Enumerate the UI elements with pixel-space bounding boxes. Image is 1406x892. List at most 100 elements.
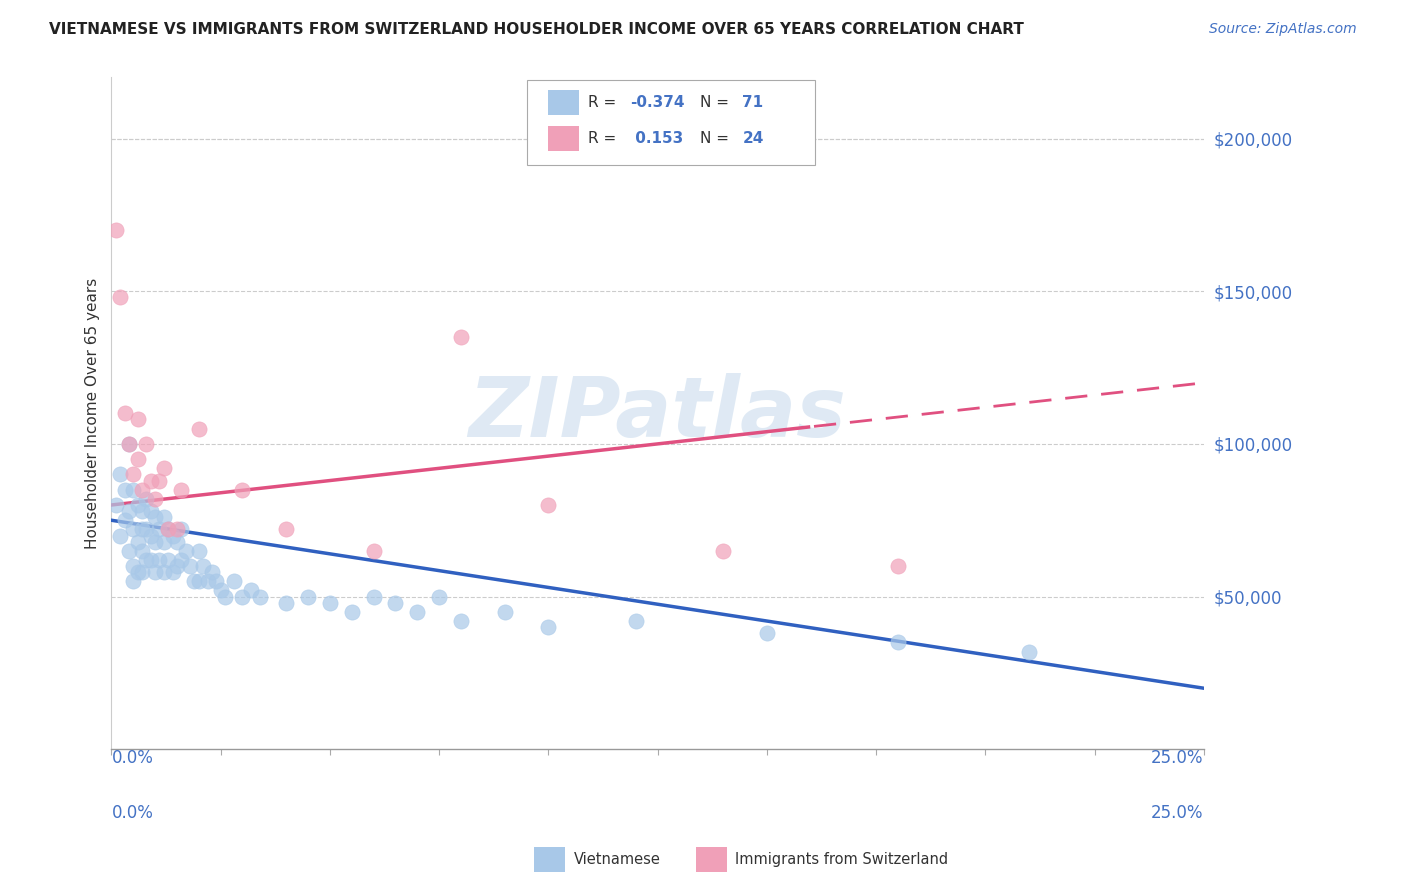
Point — [127, 565, 149, 579]
Text: 0.0%: 0.0% — [111, 805, 153, 822]
Text: R =: R = — [588, 95, 621, 110]
Point — [1018, 644, 1040, 658]
Text: ZIPatlas: ZIPatlas — [468, 373, 846, 454]
Point — [127, 498, 149, 512]
Point — [148, 474, 170, 488]
Point — [157, 553, 180, 567]
Point — [143, 491, 166, 506]
Point — [114, 513, 136, 527]
Point — [624, 614, 647, 628]
Point — [153, 461, 176, 475]
Point — [143, 534, 166, 549]
Point — [157, 523, 180, 537]
Point — [191, 559, 214, 574]
Point — [131, 504, 153, 518]
Point — [450, 330, 472, 344]
Point — [118, 504, 141, 518]
Text: N =: N = — [700, 131, 734, 145]
Text: 71: 71 — [742, 95, 763, 110]
Point — [139, 528, 162, 542]
Point — [108, 290, 131, 304]
Point — [209, 583, 232, 598]
Point — [127, 534, 149, 549]
Point — [127, 452, 149, 467]
Y-axis label: Householder Income Over 65 years: Householder Income Over 65 years — [86, 277, 100, 549]
Point — [711, 543, 734, 558]
Point — [114, 483, 136, 497]
Point — [118, 437, 141, 451]
Point — [887, 559, 910, 574]
Point — [127, 412, 149, 426]
Point — [143, 565, 166, 579]
Point — [406, 605, 429, 619]
Point — [131, 523, 153, 537]
Point — [231, 483, 253, 497]
Point — [131, 543, 153, 558]
Text: 0.0%: 0.0% — [111, 749, 153, 767]
Point — [118, 543, 141, 558]
Point — [162, 565, 184, 579]
Text: Immigrants from Switzerland: Immigrants from Switzerland — [735, 853, 949, 867]
Point — [135, 437, 157, 451]
Point — [179, 559, 201, 574]
Point — [122, 574, 145, 589]
Point — [170, 483, 193, 497]
Point — [108, 467, 131, 482]
Point — [222, 574, 245, 589]
Point — [104, 498, 127, 512]
Point — [153, 534, 176, 549]
Point — [174, 543, 197, 558]
Point — [143, 510, 166, 524]
Point — [197, 574, 219, 589]
Point — [205, 574, 228, 589]
Point — [231, 590, 253, 604]
Point — [537, 620, 560, 634]
Point — [494, 605, 516, 619]
Point — [135, 491, 157, 506]
Text: VIETNAMESE VS IMMIGRANTS FROM SWITZERLAND HOUSEHOLDER INCOME OVER 65 YEARS CORRE: VIETNAMESE VS IMMIGRANTS FROM SWITZERLAN… — [49, 22, 1024, 37]
Point — [139, 553, 162, 567]
Text: N =: N = — [700, 95, 734, 110]
Point — [135, 523, 157, 537]
Point — [319, 596, 342, 610]
Point — [148, 523, 170, 537]
Point — [887, 635, 910, 649]
Point — [450, 614, 472, 628]
Point — [131, 565, 153, 579]
Point — [537, 498, 560, 512]
Point — [166, 523, 188, 537]
Text: Vietnamese: Vietnamese — [574, 853, 661, 867]
Point — [166, 559, 188, 574]
Text: 25.0%: 25.0% — [1152, 805, 1204, 822]
Point — [139, 474, 162, 488]
Point — [148, 553, 170, 567]
Point — [122, 467, 145, 482]
Point — [135, 553, 157, 567]
Point — [201, 565, 224, 579]
Point — [276, 523, 298, 537]
Text: 0.153: 0.153 — [630, 131, 683, 145]
Point — [153, 565, 176, 579]
Point — [114, 406, 136, 420]
Point — [340, 605, 363, 619]
Point — [122, 523, 145, 537]
Point — [108, 528, 131, 542]
Point — [187, 574, 209, 589]
Point — [122, 483, 145, 497]
Point — [104, 223, 127, 237]
Point — [131, 483, 153, 497]
Point — [297, 590, 319, 604]
Point — [240, 583, 263, 598]
Point — [276, 596, 298, 610]
Point — [139, 504, 162, 518]
Point — [166, 534, 188, 549]
Point — [249, 590, 271, 604]
Point — [122, 559, 145, 574]
Point — [384, 596, 406, 610]
Text: R =: R = — [588, 131, 621, 145]
Text: Source: ZipAtlas.com: Source: ZipAtlas.com — [1209, 22, 1357, 37]
Point — [183, 574, 205, 589]
Point — [118, 437, 141, 451]
Point — [153, 510, 176, 524]
Point — [214, 590, 236, 604]
